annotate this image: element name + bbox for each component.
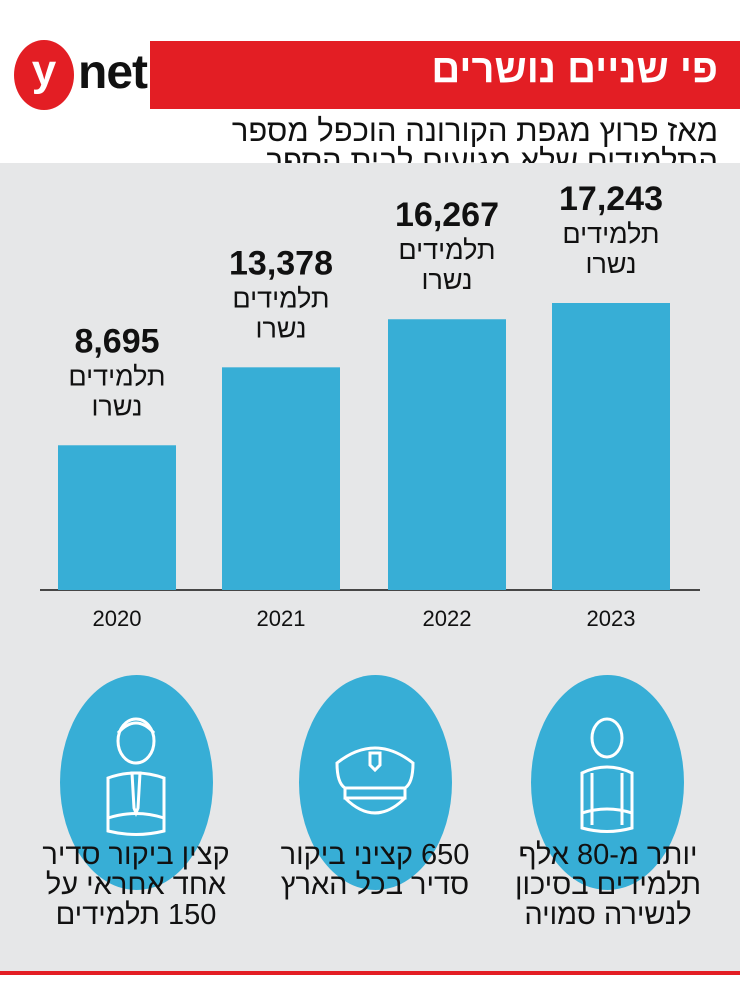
bar-2022 bbox=[388, 319, 506, 590]
title-banner: פי שניים נושרים bbox=[150, 41, 740, 109]
ynet-logo: y net bbox=[14, 38, 148, 112]
value-label-2022: 16,267 bbox=[395, 196, 499, 234]
student-circle bbox=[531, 675, 684, 890]
fact-at-risk-students: יותר מ-80 אלף תלמידים בסיכון לנשירה סמוי… bbox=[514, 839, 702, 931]
x-tick-label-2023: 2023 bbox=[587, 606, 636, 631]
value-label-2020: 8,695 bbox=[74, 322, 159, 360]
page-title: פי שניים נושרים bbox=[431, 47, 718, 91]
unit-label-line2: נשרו bbox=[255, 313, 306, 343]
unit-label-line1: תלמידים bbox=[232, 283, 329, 313]
value-label-2023: 17,243 bbox=[559, 180, 663, 218]
x-tick-label-2021: 2021 bbox=[257, 606, 306, 631]
fact-officer-ratio: קצין ביקור סדיר אחד אחראי על 150 תלמידים bbox=[42, 839, 230, 931]
bar-chart: 8,695תלמידיםנשרו202013,378תלמידיםנשרו202… bbox=[40, 180, 700, 631]
logo-net: net bbox=[78, 46, 148, 99]
police-cap-circle bbox=[299, 675, 452, 890]
police-cap-icon bbox=[335, 746, 415, 815]
unit-label-line1: תלמידים bbox=[562, 219, 659, 249]
unit-label-line1: תלמידים bbox=[68, 361, 165, 391]
unit-label-line2: נשרו bbox=[421, 265, 472, 295]
bar-2020 bbox=[58, 445, 176, 590]
fact-officers-count: 650 קציני ביקור סדיר בכל הארץ bbox=[280, 839, 470, 901]
unit-label-line2: נשרו bbox=[585, 249, 636, 279]
x-tick-label-2020: 2020 bbox=[93, 606, 142, 631]
logo-y: y bbox=[14, 40, 74, 110]
subtitle: מאז פרוץ מגפת הקורונה הוכפל מספר התלמידי… bbox=[231, 113, 718, 178]
x-tick-label-2022: 2022 bbox=[423, 606, 472, 631]
student-icon bbox=[580, 717, 634, 833]
officer-icon bbox=[106, 717, 166, 836]
unit-label-line2: נשרו bbox=[91, 391, 142, 421]
unit-label-line1: תלמידים bbox=[398, 235, 495, 265]
value-label-2021: 13,378 bbox=[229, 244, 333, 282]
officer-circle bbox=[60, 675, 213, 890]
bottom-rule bbox=[0, 971, 740, 975]
bar-2023 bbox=[552, 303, 670, 590]
bar-2021 bbox=[222, 367, 340, 590]
